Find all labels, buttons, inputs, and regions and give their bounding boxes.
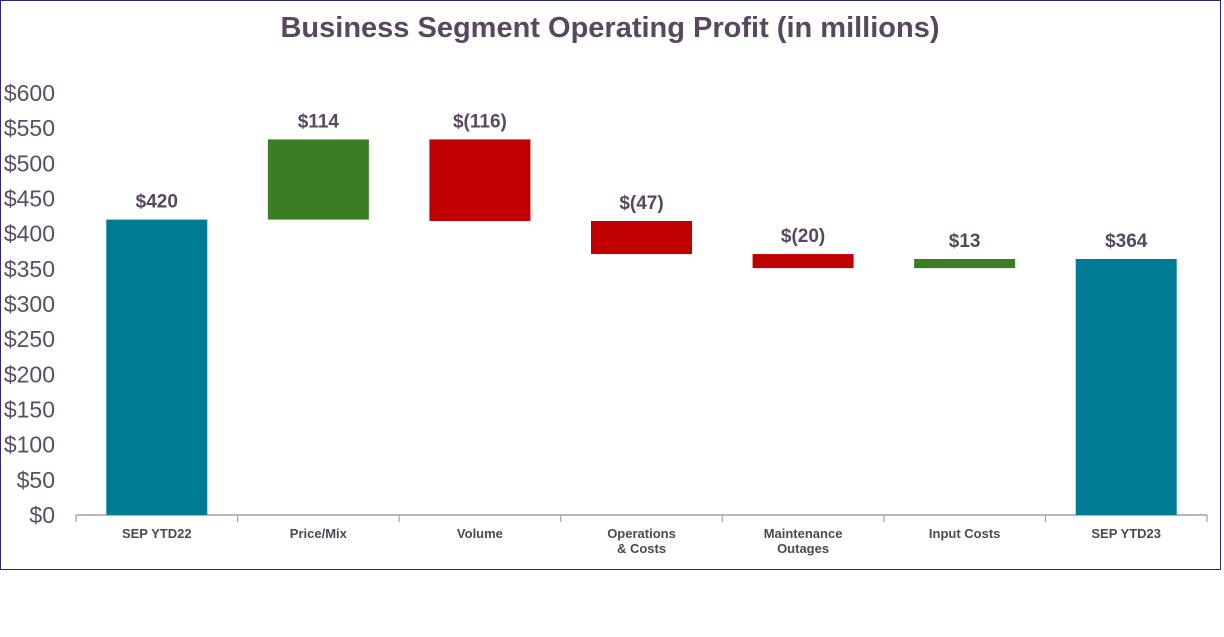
x-tick-label: Volume — [457, 526, 503, 541]
x-tick-label: Operations — [607, 526, 676, 541]
chart-frame — [0, 0, 1221, 570]
bar — [429, 139, 531, 222]
y-tick-label: $250 — [4, 326, 55, 352]
x-tick-label: Price/Mix — [290, 526, 348, 541]
y-tick-label: $600 — [4, 80, 55, 106]
y-tick-label: $500 — [4, 150, 55, 176]
y-tick-label: $100 — [4, 432, 55, 458]
y-tick-label: $350 — [4, 256, 55, 282]
x-tick-label: & Costs — [617, 541, 666, 556]
bar — [267, 139, 369, 220]
bar — [591, 221, 692, 255]
data-label: $13 — [949, 231, 981, 252]
y-tick-label: $150 — [4, 397, 55, 423]
y-tick-label: $400 — [4, 221, 55, 247]
data-label: $(47) — [619, 193, 663, 214]
x-tick-label: SEP YTD23 — [1091, 526, 1161, 541]
x-tick-label: Maintenance — [764, 526, 843, 541]
bar — [106, 219, 208, 515]
chart-title: Business Segment Operating Profit (in mi… — [280, 12, 940, 44]
y-tick-label: $0 — [29, 502, 55, 528]
bar — [914, 258, 1016, 269]
y-tick-label: $550 — [4, 115, 55, 141]
y-tick-label: $450 — [4, 186, 55, 212]
x-tick-label: Input Costs — [929, 526, 1001, 541]
x-tick-label: Outages — [777, 541, 829, 556]
data-label: $(20) — [781, 226, 825, 247]
data-label: $114 — [298, 111, 340, 132]
x-tick-label: SEP YTD22 — [122, 526, 192, 541]
y-tick-label: $50 — [17, 467, 55, 493]
data-label: $(116) — [453, 111, 507, 132]
bar — [752, 254, 854, 269]
bar — [1075, 258, 1177, 515]
data-label: $364 — [1105, 231, 1148, 252]
data-label: $420 — [136, 192, 178, 213]
y-tick-label: $300 — [4, 291, 55, 317]
y-tick-label: $200 — [4, 361, 55, 387]
